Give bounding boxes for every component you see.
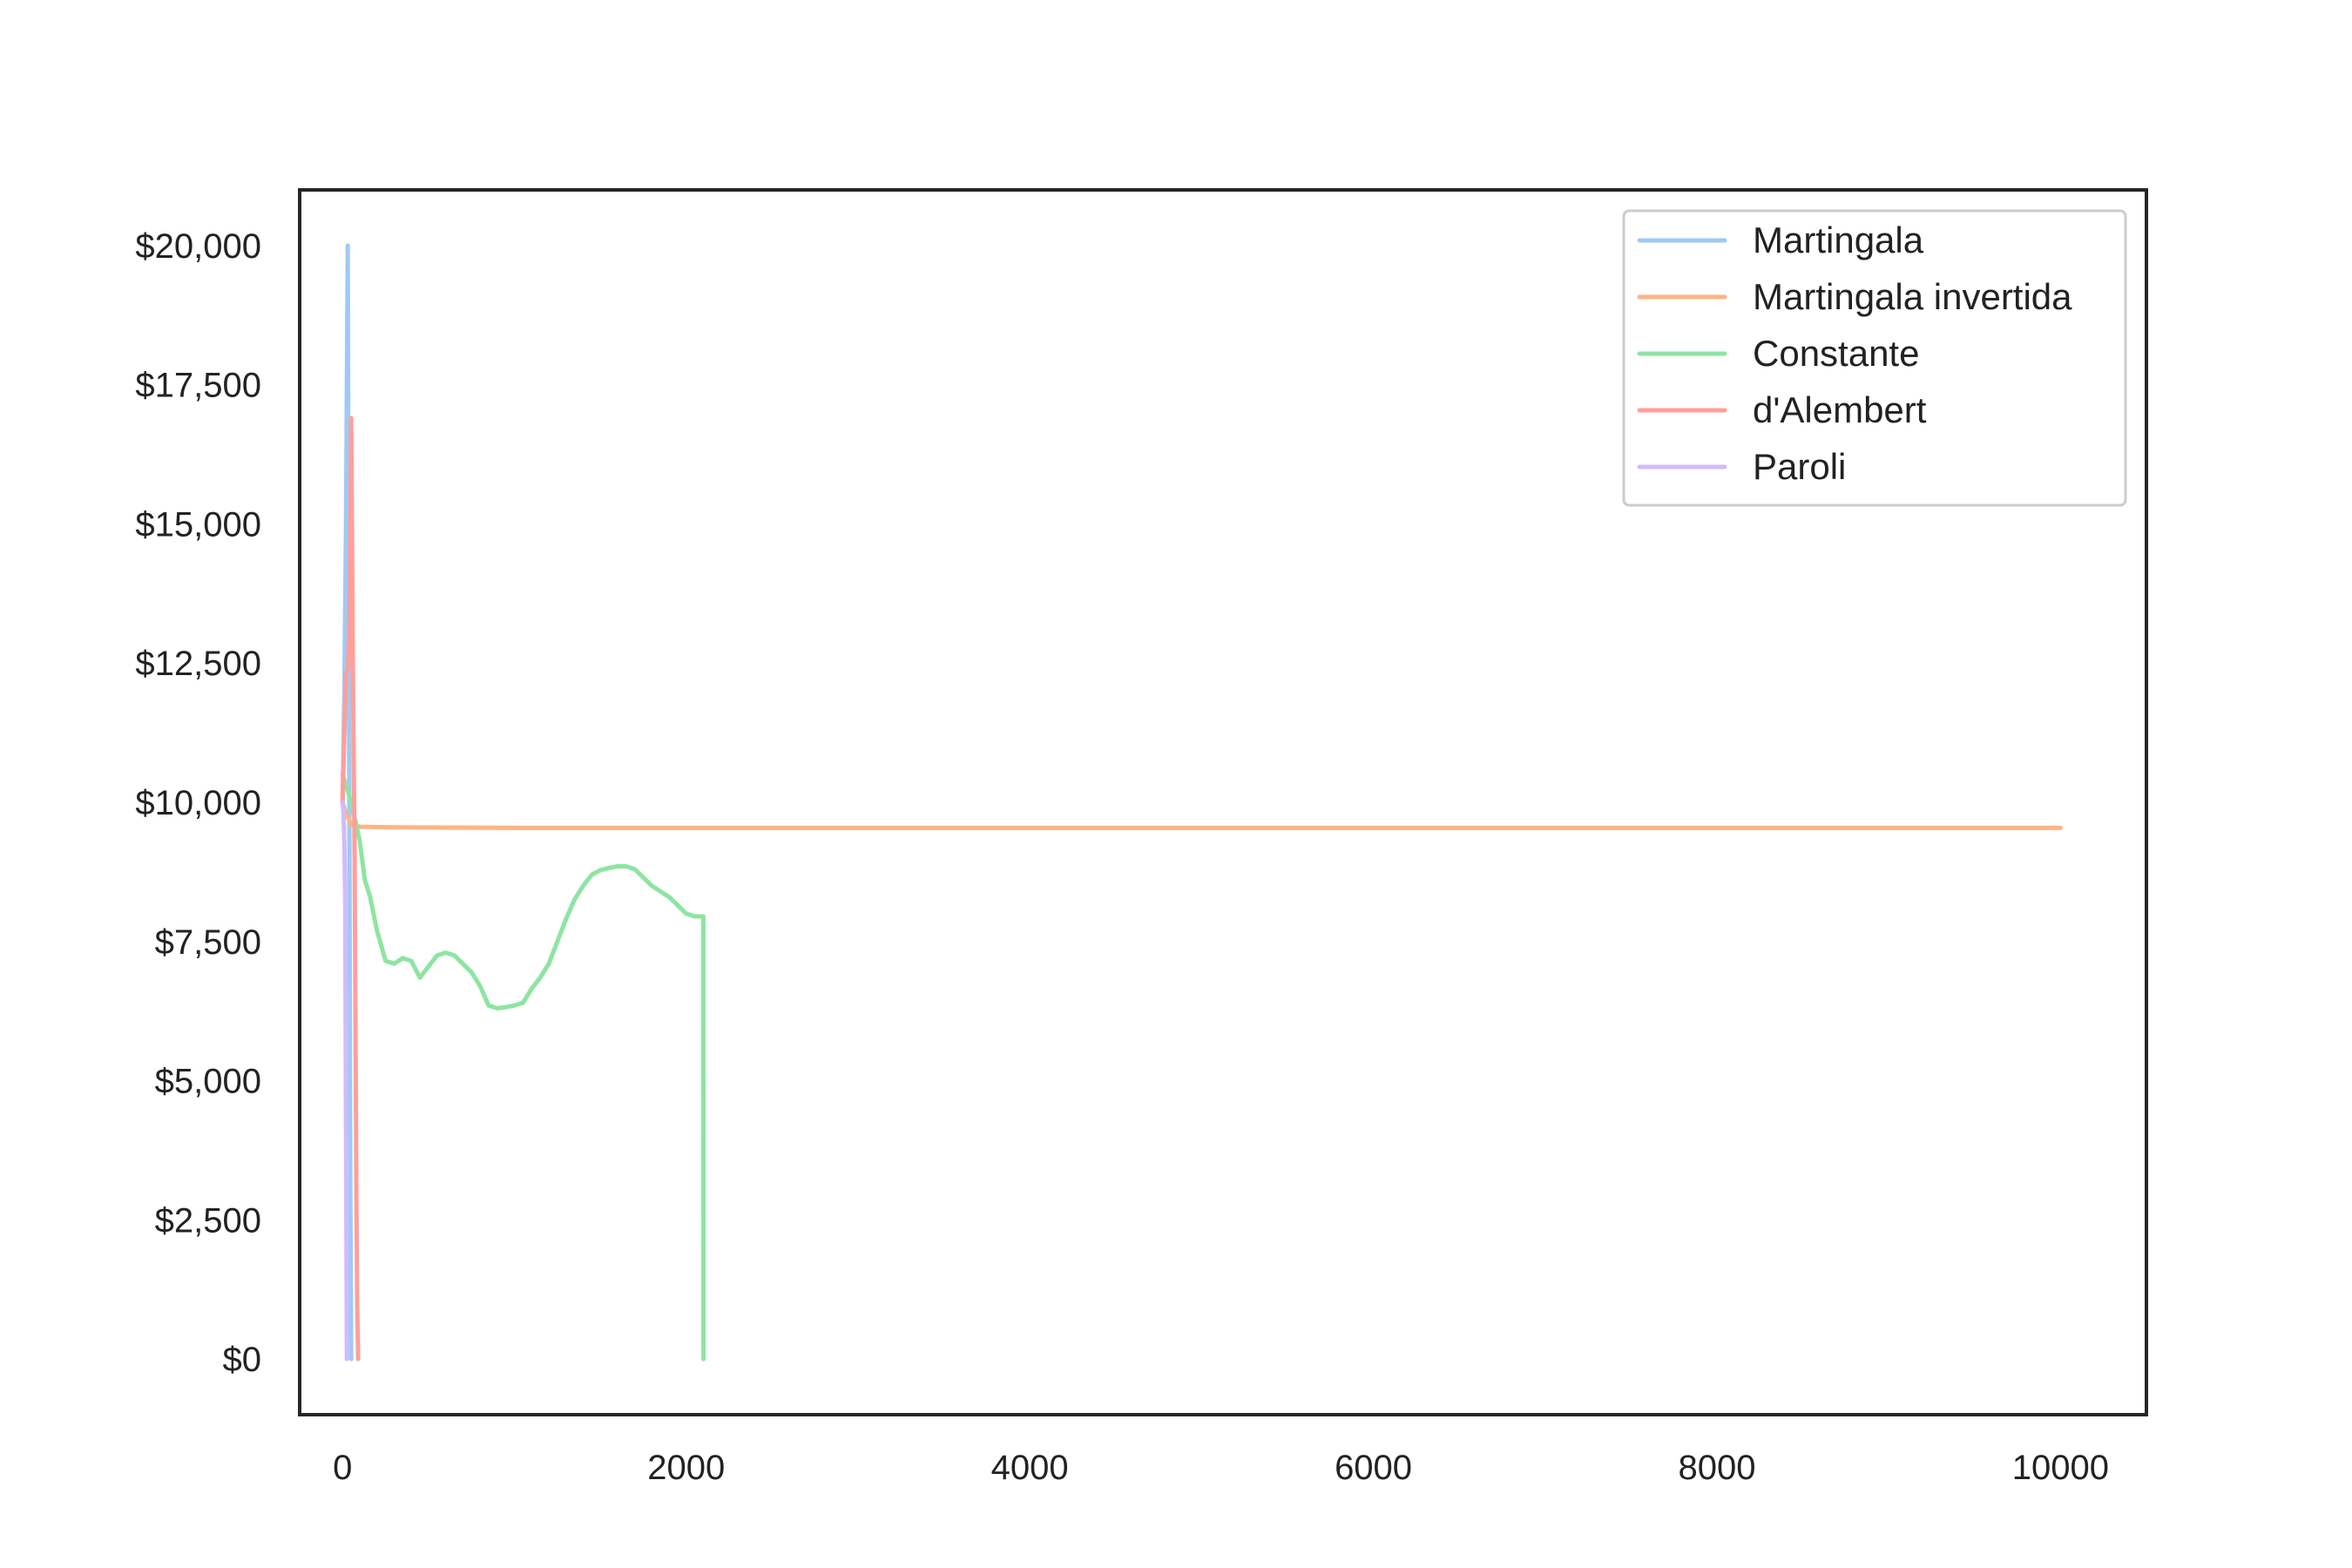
plot-frame — [298, 188, 2148, 1416]
legend-label: Constante — [1753, 333, 1919, 374]
x-tick-label: 6000 — [1335, 1449, 1412, 1487]
y-tick-label: $15,000 — [135, 505, 261, 544]
legend-label: Martingala — [1753, 220, 1924, 260]
y-tick-label: $17,500 — [135, 367, 261, 405]
x-tick-label: 0 — [333, 1449, 352, 1487]
y-axis: $0 $2,500 $5,000 $7,500 $10,000 $12,500 $15,00… — [135, 227, 261, 1379]
series-line-paroli — [340, 800, 349, 1362]
y-tick-label: $12,500 — [135, 645, 261, 683]
legend: Martingala Martingala invertida Constante d… — [1622, 209, 2127, 507]
x-tick-label: 4000 — [991, 1449, 1069, 1487]
legend-label: Paroli — [1753, 446, 1846, 487]
y-tick-label: $2,500 — [155, 1201, 261, 1240]
x-tick-label: 2000 — [647, 1449, 725, 1487]
y-tick-label: $10,000 — [135, 784, 261, 822]
x-tick-label: 10000 — [2012, 1449, 2109, 1487]
y-tick-label: $0 — [223, 1341, 262, 1379]
x-tick-label: 8000 — [1678, 1449, 1755, 1487]
series-line-martingala-invertida — [340, 800, 2063, 830]
y-tick-label: $7,500 — [155, 923, 261, 962]
series-line-martingala — [340, 243, 354, 1362]
legend-label: Martingala invertida — [1753, 276, 2072, 317]
legend-label: d'Alembert — [1753, 389, 1927, 430]
plot-series — [340, 243, 2063, 1362]
series-line-constante — [340, 772, 706, 1362]
legend-box — [1622, 209, 2127, 507]
x-axis: 0 2000 4000 6000 8000 10000 — [333, 1449, 2109, 1487]
series-line-d-alembert — [340, 416, 361, 1362]
y-tick-label: $5,000 — [155, 1063, 261, 1101]
y-tick-label: $20,000 — [135, 227, 261, 266]
